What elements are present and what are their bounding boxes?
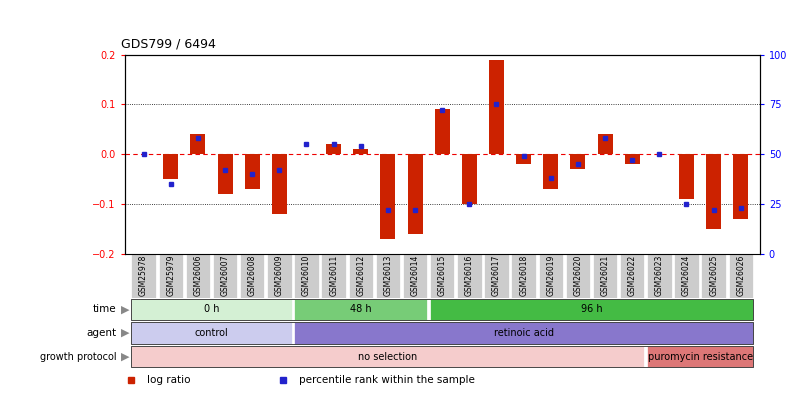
Bar [326,144,340,154]
Bar [163,154,178,179]
Text: ▶: ▶ [120,352,129,362]
Bar [624,154,639,164]
Text: GSM26015: GSM26015 [437,255,446,296]
Bar [353,149,368,154]
Text: puromycin resistance: puromycin resistance [646,352,752,362]
Text: ▶: ▶ [120,328,129,338]
Text: GSM26009: GSM26009 [275,255,283,296]
FancyBboxPatch shape [402,254,426,298]
FancyBboxPatch shape [158,254,183,298]
Text: GSM26018: GSM26018 [519,255,528,296]
FancyBboxPatch shape [185,254,210,298]
Text: 48 h: 48 h [349,305,371,314]
Bar [244,154,259,189]
FancyBboxPatch shape [483,254,508,298]
Bar [597,134,612,154]
Text: GSM26012: GSM26012 [356,255,365,296]
Text: GSM26026: GSM26026 [736,255,744,296]
FancyBboxPatch shape [511,254,535,298]
Text: 96 h: 96 h [580,305,601,314]
Bar [679,154,693,199]
Text: GSM26017: GSM26017 [491,255,500,296]
Bar [407,154,422,234]
FancyBboxPatch shape [619,254,644,298]
Text: GSM26022: GSM26022 [627,255,636,296]
FancyBboxPatch shape [592,254,617,298]
Text: GSM26023: GSM26023 [654,255,663,296]
Bar [488,60,503,154]
Bar [461,154,476,204]
Text: GSM26025: GSM26025 [708,255,717,296]
Text: GSM26010: GSM26010 [302,255,311,296]
FancyBboxPatch shape [294,322,752,344]
Text: log ratio: log ratio [147,375,190,385]
Bar [732,154,748,219]
Text: GSM26019: GSM26019 [545,255,555,296]
FancyBboxPatch shape [646,254,671,298]
FancyBboxPatch shape [131,322,291,344]
Text: GSM26020: GSM26020 [573,255,581,296]
Bar [434,109,449,154]
Text: GSM26006: GSM26006 [194,255,202,296]
Text: GDS799 / 6494: GDS799 / 6494 [120,38,215,51]
FancyBboxPatch shape [239,254,264,298]
FancyBboxPatch shape [375,254,400,298]
FancyBboxPatch shape [294,254,318,298]
FancyBboxPatch shape [213,254,237,298]
Bar [271,154,287,214]
FancyBboxPatch shape [700,254,725,298]
FancyBboxPatch shape [131,346,644,367]
Text: GSM26013: GSM26013 [383,255,392,296]
Text: percentile rank within the sample: percentile rank within the sample [299,375,475,385]
FancyBboxPatch shape [728,254,752,298]
FancyBboxPatch shape [131,254,156,298]
Bar [190,134,205,154]
Bar [543,154,557,189]
Text: GSM26008: GSM26008 [247,255,256,296]
FancyBboxPatch shape [538,254,562,298]
FancyBboxPatch shape [267,254,291,298]
Text: GSM26007: GSM26007 [220,255,230,296]
Text: 0 h: 0 h [203,305,219,314]
FancyBboxPatch shape [430,299,752,320]
Bar [705,154,720,229]
FancyBboxPatch shape [349,254,373,298]
Text: no selection: no selection [358,352,417,362]
Bar [218,154,232,194]
Text: GSM25979: GSM25979 [166,255,175,296]
FancyBboxPatch shape [646,346,752,367]
Text: GSM25978: GSM25978 [139,255,148,296]
FancyBboxPatch shape [674,254,698,298]
Text: time: time [93,305,116,314]
Bar [380,154,395,239]
FancyBboxPatch shape [565,254,589,298]
Text: GSM26016: GSM26016 [464,255,473,296]
FancyBboxPatch shape [457,254,481,298]
Text: ▶: ▶ [120,305,129,314]
Bar [516,154,531,164]
FancyBboxPatch shape [321,254,345,298]
FancyBboxPatch shape [131,299,291,320]
Text: GSM26021: GSM26021 [600,255,609,296]
Text: GSM26011: GSM26011 [328,255,338,296]
Text: control: control [194,328,228,338]
Text: GSM26014: GSM26014 [410,255,419,296]
FancyBboxPatch shape [294,299,426,320]
Bar [570,154,585,169]
Text: growth protocol: growth protocol [40,352,116,362]
Text: agent: agent [87,328,116,338]
FancyBboxPatch shape [430,254,454,298]
Text: GSM26024: GSM26024 [681,255,690,296]
Text: retinoic acid: retinoic acid [493,328,553,338]
